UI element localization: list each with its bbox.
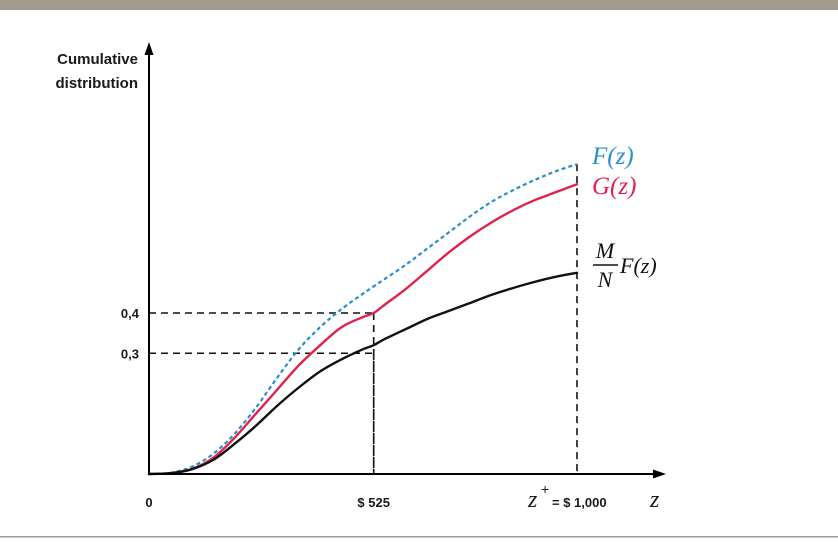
- fraction-denominator: N: [597, 267, 614, 292]
- series-label-f: F(z): [591, 143, 634, 170]
- top-rule: [0, 0, 838, 10]
- x-tick-label: 0: [145, 495, 152, 510]
- x-axis-arrow: [653, 469, 666, 479]
- x-endpoint-label: z + = $ 1,000: [527, 481, 607, 513]
- y-axis-label-line-1: Cumulative: [57, 51, 138, 68]
- fraction-rest: F(z): [619, 253, 657, 278]
- y-tick-label: 0,3: [121, 346, 139, 361]
- x-axis-label: z: [649, 487, 660, 513]
- x-tick-label: $ 525: [357, 495, 390, 510]
- z-plus-symbol: z: [527, 487, 538, 513]
- series-label-mn-f: M N F(z): [593, 238, 657, 292]
- bottom-rule: [0, 536, 838, 538]
- z-plus-value: = $ 1,000: [552, 495, 607, 510]
- y-axis-label-line-2: distribution: [56, 75, 139, 92]
- y-axis-arrow: [144, 42, 154, 55]
- series-line-f: [148, 163, 578, 476]
- reference-lines: [149, 164, 578, 474]
- fraction-numerator: M: [595, 238, 616, 263]
- series-label-g: G(z): [592, 173, 636, 200]
- z-plus-superscript: +: [541, 481, 549, 497]
- series-line-g: [147, 183, 579, 476]
- y-tick-label: 0,4: [121, 306, 140, 321]
- series-line-mn-f: [147, 271, 579, 476]
- series-lines: [147, 163, 579, 476]
